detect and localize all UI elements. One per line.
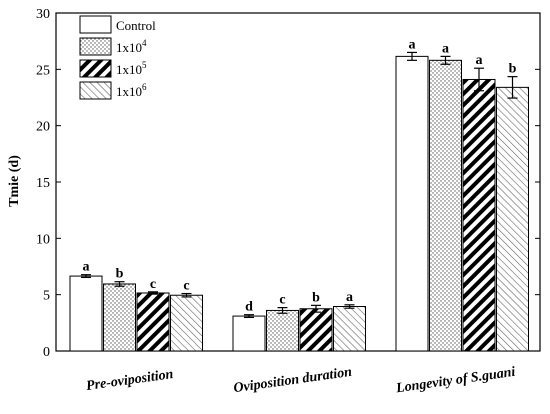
y-tick-label: 5 [43, 289, 50, 304]
significance-label: d [245, 300, 253, 315]
legend-exponent: 4 [142, 38, 147, 48]
category-label: Oviposition duration [233, 365, 354, 397]
bar [170, 294, 203, 352]
bar [429, 59, 462, 352]
bar [232, 315, 266, 352]
legend-swatch [79, 81, 112, 100]
y-tick-label: 15 [36, 176, 50, 191]
bar [103, 283, 136, 352]
legend-label: 1x105 [116, 60, 147, 77]
bar [496, 86, 529, 352]
bar [266, 309, 299, 352]
plot-area: 0 5 10 15 20 25 30 a b c c Pre-oviposition d c b a Ovipo… [36, 7, 541, 397]
significance-label: c [183, 279, 189, 294]
y-tick-label: 10 [36, 232, 50, 247]
significance-label: c [150, 277, 156, 292]
bar [69, 275, 103, 352]
significance-label: a [442, 41, 449, 56]
significance-label: a [346, 290, 353, 305]
significance-label: a [409, 37, 416, 52]
y-tick-label: 0 [43, 345, 50, 360]
significance-label: b [312, 290, 320, 305]
legend-label: 1x106 [116, 82, 147, 99]
legend-exponent: 5 [142, 60, 147, 70]
bar [462, 78, 496, 352]
y-tick-label: 20 [36, 120, 50, 135]
legend-label: 1x104 [116, 38, 147, 55]
bar [333, 305, 366, 352]
significance-label: b [116, 267, 124, 282]
y-tick-label: 25 [36, 63, 50, 78]
significance-label: a [83, 260, 90, 275]
bar [395, 55, 429, 352]
legend-swatch [79, 37, 112, 56]
legend-swatch [79, 59, 112, 78]
category-label: Pre-oviposition [85, 367, 174, 394]
y-tick-label: 30 [36, 7, 50, 22]
significance-label: b [509, 62, 517, 77]
y-axis-label: Tmie (d) [7, 155, 22, 207]
legend-label: Control [116, 18, 156, 33]
significance-label: c [279, 293, 285, 308]
legend-exponent: 6 [142, 82, 147, 92]
bar [299, 308, 333, 352]
legend-swatch [79, 15, 112, 34]
category-label: Longevity of S.guani [394, 365, 516, 397]
bar [136, 292, 170, 352]
significance-label: a [476, 53, 483, 68]
